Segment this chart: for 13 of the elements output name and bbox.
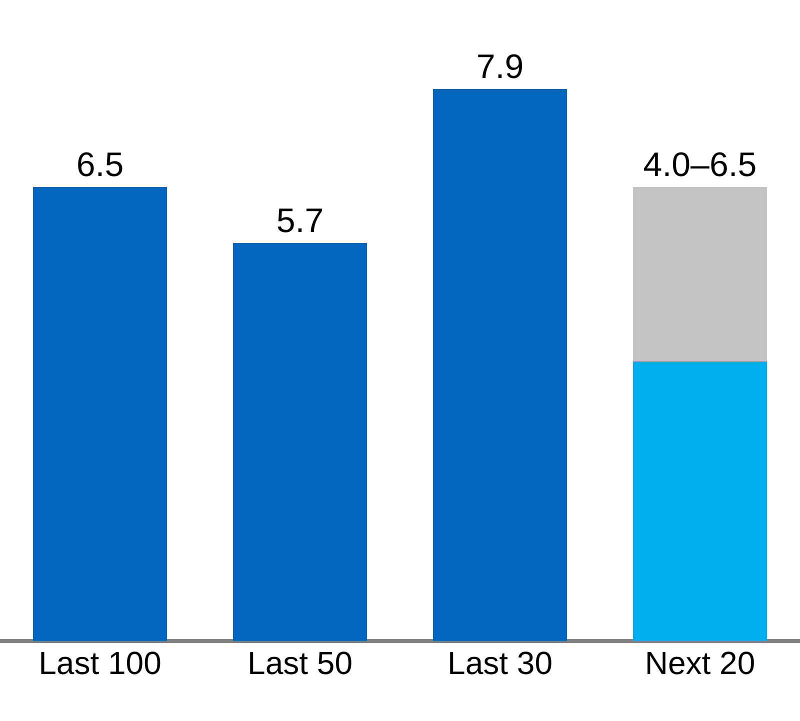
data-label: 7.9 (476, 48, 524, 86)
bar (633, 362, 767, 641)
bar (33, 186, 167, 641)
data-label: 5.7 (276, 202, 324, 240)
x-tick-label: Last 100 (38, 645, 162, 681)
x-tick-label: Next 20 (644, 645, 756, 681)
bar (633, 186, 767, 362)
x-tick-label: Last 50 (248, 645, 352, 681)
data-label: 4.0–6.5 (643, 146, 757, 184)
data-label: 6.5 (76, 146, 124, 184)
bar (233, 242, 367, 641)
bar (433, 89, 567, 641)
x-tick-label: Last 30 (448, 645, 552, 681)
